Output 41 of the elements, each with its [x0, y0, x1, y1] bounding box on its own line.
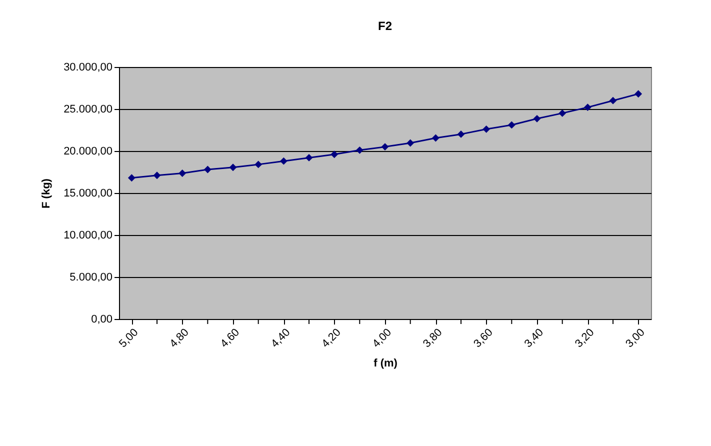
point — [178, 170, 186, 177]
point — [330, 150, 338, 158]
y-tick-label: 15.000,00 — [64, 188, 112, 200]
point — [634, 90, 642, 98]
point — [432, 134, 440, 142]
y-tick-label: 20.000,00 — [64, 146, 112, 158]
point — [558, 109, 566, 117]
point — [381, 143, 389, 151]
x-tick-label: 3,60 — [472, 326, 496, 350]
point — [254, 160, 262, 168]
x-tick-label: 4,20 — [320, 326, 344, 350]
x-tick-label: 5,00 — [117, 326, 141, 350]
x-tick-label: 3,00 — [624, 326, 648, 350]
y-tick-label: 0,00 — [91, 314, 112, 326]
point — [609, 96, 617, 104]
point — [280, 157, 288, 165]
y-tick-label: 30.000,00 — [64, 62, 112, 74]
x-tick-label: 4,60 — [218, 326, 242, 350]
point — [533, 114, 541, 122]
point — [482, 125, 490, 133]
x-tick-label: 4,80 — [168, 326, 192, 350]
x-tick-label: 3,40 — [522, 326, 546, 350]
x-tick-label: 3,20 — [573, 326, 597, 350]
chart-title: F2 — [378, 19, 392, 33]
point — [204, 166, 212, 174]
point — [356, 146, 364, 154]
y-tick-label: 10.000,00 — [64, 230, 112, 242]
x-tick-label: 4,40 — [269, 326, 293, 350]
y-axis-title: F (kg) — [40, 178, 53, 208]
x-tick-label: 3,80 — [421, 326, 445, 350]
point — [406, 139, 414, 147]
point — [457, 130, 465, 138]
y-tick-label: 25.000,00 — [64, 104, 112, 116]
x-axis-title: f (m) — [374, 357, 398, 370]
x-tick-label: 4,00 — [370, 326, 394, 350]
point — [128, 174, 136, 182]
point — [508, 121, 516, 129]
point — [153, 172, 161, 180]
point — [229, 164, 237, 172]
point — [584, 104, 592, 112]
y-tick-label: 5.000,00 — [70, 272, 112, 284]
